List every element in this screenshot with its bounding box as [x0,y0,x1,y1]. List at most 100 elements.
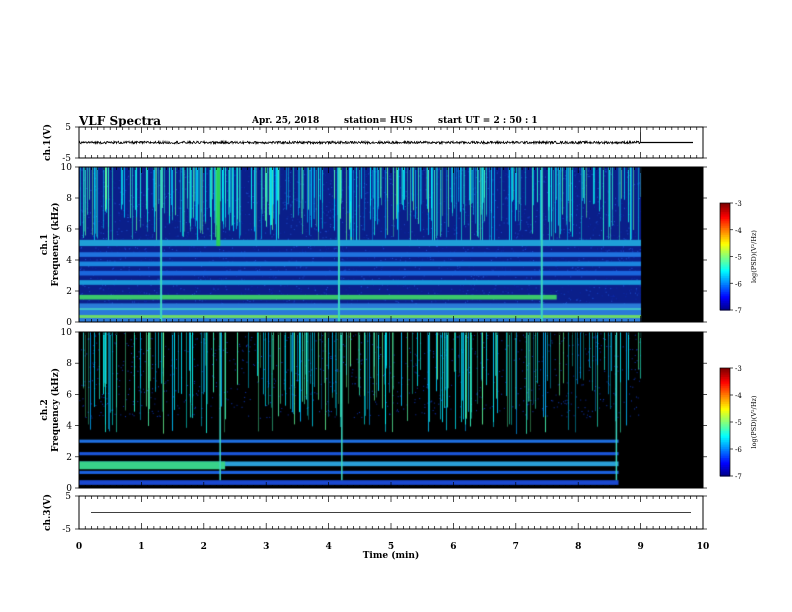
panel-ylabel: ch.1(V) [42,124,53,161]
colorbar-cell [720,251,730,254]
colorbar-cell [720,286,730,290]
colorbar [719,367,733,477]
y-tick-label: 4 [66,422,72,432]
waveform-layer [78,132,693,513]
y-tick-label: 0 [66,484,72,494]
colorbar-cell [720,425,730,428]
y-tick-label: 4 [66,256,72,266]
y-tick-label: -5 [62,154,71,164]
colorbar-cell [720,402,730,405]
colorbar-cell [720,297,730,300]
colorbar-cell [720,452,730,455]
colorbar-cell [720,369,730,373]
colorbar-cell [720,231,730,234]
colorbar-cell [720,384,730,387]
colorbar-cell [720,302,730,306]
colorbar-cell [720,411,730,414]
colorbar-cell [720,377,730,380]
colorbar-cell [720,226,730,229]
y-tick-label: 5 [65,492,71,502]
colorbar-cell [720,382,730,385]
colorbar-cell [720,474,730,477]
panel-ylabel: ch.3(V) [42,494,53,531]
colorbar-cell [720,434,730,437]
colorbar-cell [720,308,730,311]
colorbar-cell [720,288,730,291]
colorbar-cell [720,238,730,242]
colorbar-cell [720,290,730,293]
colorbar-label: log(PSD)(V²/Hz) [750,230,758,283]
colorbar-cell [720,265,730,268]
colorbar-cell [720,438,730,441]
colorbar-cell [720,368,730,371]
y-tick-label: 8 [66,359,72,369]
colorbar-cell [720,436,730,439]
colorbar-cell [720,375,730,378]
colorbar-cell [720,244,730,247]
colorbar-cell [720,292,730,295]
x-tick-label: 9 [637,542,643,552]
x-axis-label: Time (min) [363,550,420,561]
colorbar-tick-label: -6 [735,280,742,288]
colorbar-cell [720,416,730,419]
colorbar-cell [720,420,730,423]
y-tick-label: 8 [66,194,72,204]
y-tick-label: 2 [66,287,72,297]
colorbar-cell [720,299,730,302]
colorbar-cell [720,418,730,421]
y-tick-label: 6 [66,225,72,235]
colorbar-tick-label: -5 [735,254,742,262]
ch1-waveform [78,139,641,146]
colorbar-cell [720,467,730,470]
colorbar-cell [720,470,730,473]
colorbar-cell [720,256,730,259]
colorbar-cell [720,456,730,459]
colorbar-label: log(PSD)(V²/Hz) [750,395,758,448]
colorbar-cell [720,431,730,434]
colorbar-cell [720,204,730,208]
colorbar-cell [720,222,730,225]
colorbar-cell [720,380,730,383]
colorbar-cell [720,206,730,209]
x-tick-label: 0 [76,542,82,552]
colorbar-cell [720,229,730,233]
colorbar-tick-label: -3 [735,200,742,208]
colorbar-cell [720,274,730,277]
ch2-spectrogram [79,332,703,488]
colorbar-cell [720,463,730,466]
colorbar-cell [720,268,730,272]
colorbar-cell [720,220,730,224]
colorbar-cell [720,233,730,236]
colorbar-cell [720,386,730,389]
x-tick-label: 5 [388,542,394,552]
colorbar-cell [720,429,730,432]
colorbar-cell [720,378,730,382]
colorbar-cell [720,400,730,403]
x-tick-label: 4 [325,542,331,552]
colorbar-cell [720,389,730,392]
colorbar-cell [720,441,730,445]
colorbar-cell [720,472,730,475]
colorbar-cell [720,285,730,288]
colorbar-cell [720,449,730,452]
panel-ylabel: ch.1 [40,234,50,255]
colorbar-cell [720,213,730,217]
colorbar-cell [720,208,730,211]
colorbar-tick-label: -5 [735,419,742,427]
colorbar-cell [720,247,730,250]
colorbar-cell [720,404,730,407]
colorbar-cell [720,267,730,270]
colorbar-cell [720,295,730,299]
y-tick-label: 2 [66,453,72,463]
colorbar-cell [720,440,730,443]
colorbar-cell [720,217,730,220]
colorbar-cell [720,242,730,245]
x-tick-label: 8 [575,542,581,552]
colorbar-cell [720,281,730,284]
ch1-spectrogram [79,167,703,322]
colorbar-cell [720,245,730,249]
panel-ylabel: Frequency (kHz) [50,368,61,452]
colorbar-cell [720,468,730,472]
colorbar-cell [720,277,730,281]
